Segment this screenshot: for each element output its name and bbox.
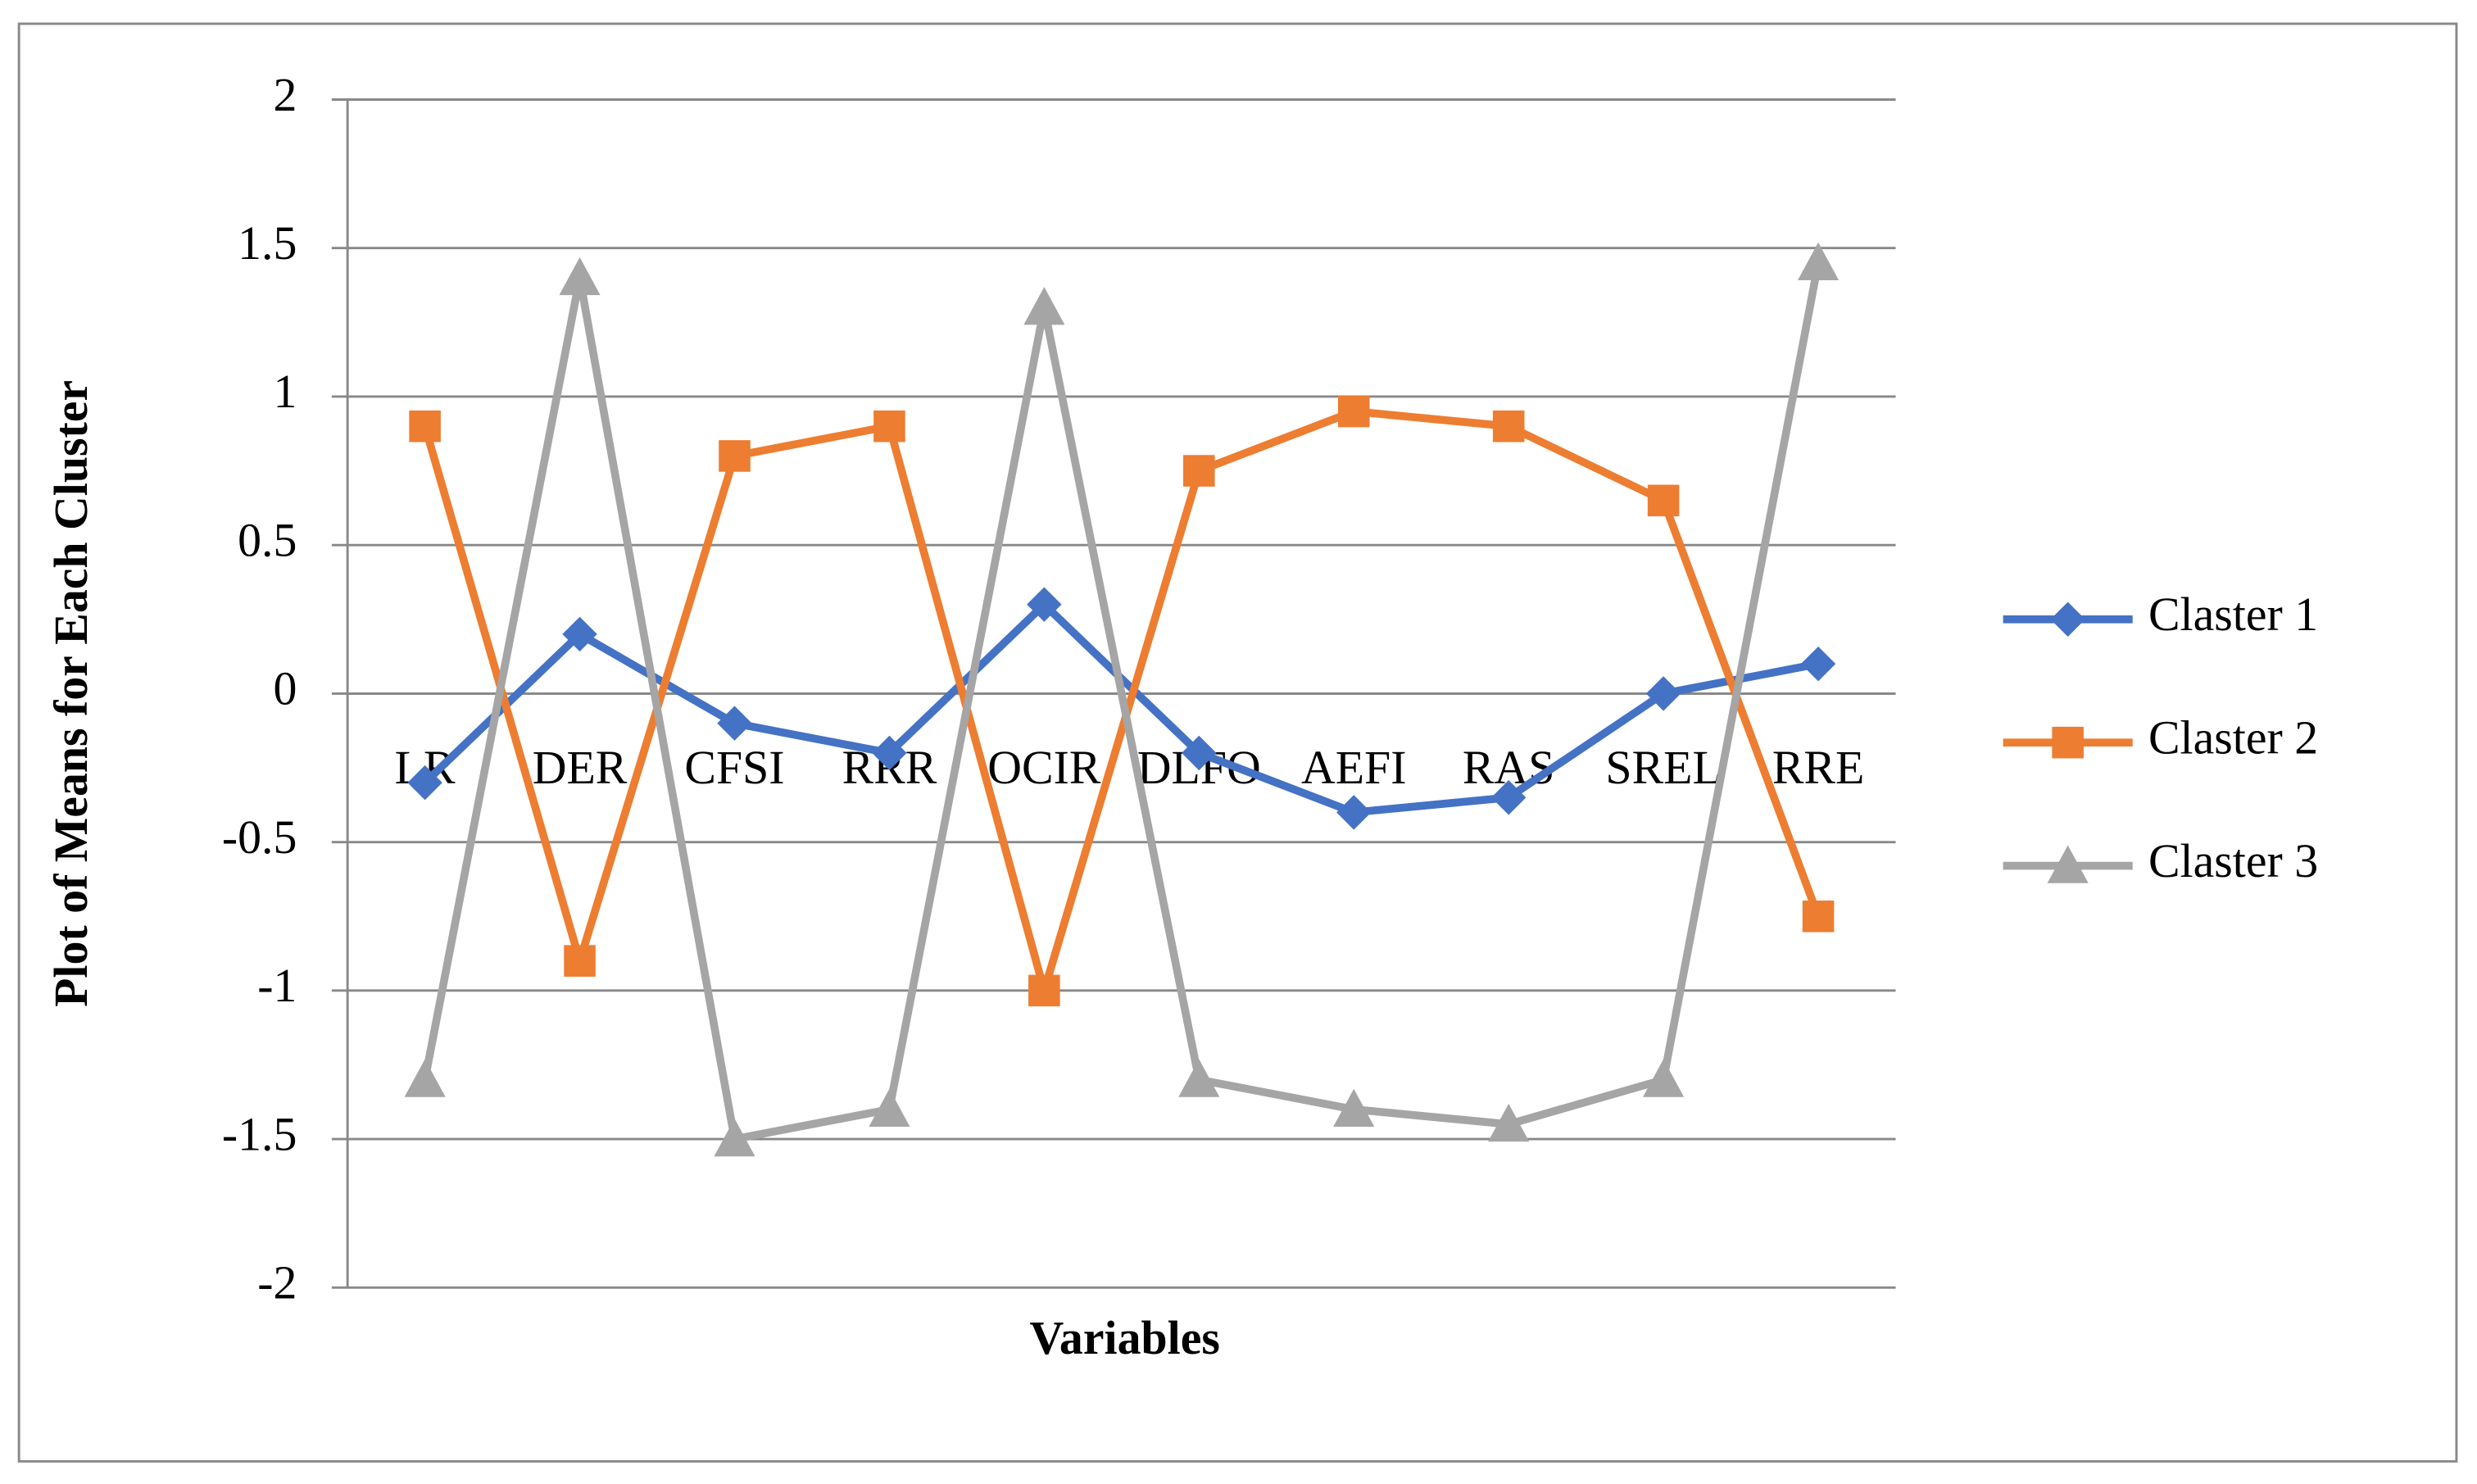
point-marker <box>872 735 907 771</box>
point-marker <box>719 440 751 472</box>
y-tick-label: 1 <box>274 365 297 418</box>
y-tick-label: -0.5 <box>222 810 297 864</box>
legend-label: Claster 2 <box>2148 710 2318 764</box>
point-marker <box>1183 455 1215 487</box>
y-tick-label: -1 <box>257 959 297 1012</box>
point-marker <box>873 410 905 442</box>
point-marker <box>1488 1103 1530 1142</box>
y-tick-label: 0.5 <box>238 513 297 566</box>
x-tick-label: SREL <box>1605 741 1721 794</box>
point-marker <box>1802 900 1835 933</box>
point-marker <box>1028 974 1060 1007</box>
x-tick-label: DER <box>533 741 628 794</box>
x-axis-title: Variables <box>1029 1311 1219 1364</box>
point-marker <box>407 765 442 801</box>
x-tick-label: OCIR <box>987 741 1101 794</box>
point-marker <box>1492 410 1525 442</box>
point-marker <box>717 706 752 741</box>
x-tick-label: AEFI <box>1301 741 1407 794</box>
point-marker <box>1643 1059 1685 1097</box>
point-marker <box>404 1059 446 1097</box>
point-marker <box>409 410 441 442</box>
point-marker <box>1647 484 1680 517</box>
y-tick-label: -1.5 <box>222 1107 297 1160</box>
x-tick-label: CFSI <box>684 741 784 794</box>
point-marker <box>1645 676 1681 711</box>
point-marker <box>1027 587 1062 622</box>
point-marker <box>562 616 597 652</box>
y-tick-label: 2 <box>274 68 297 121</box>
y-tick-label: 1.5 <box>238 216 297 270</box>
legend-label: Claster 3 <box>2148 834 2318 887</box>
y-tick-label: 0 <box>274 662 297 715</box>
x-tick-label: RRE <box>1772 741 1864 794</box>
y-axis-title: Plot of Means for Each Cluster <box>44 380 98 1007</box>
point-marker <box>564 945 596 977</box>
point-marker <box>1023 287 1065 325</box>
point-marker <box>1797 242 1840 281</box>
point-marker <box>1182 735 1217 771</box>
point-marker <box>714 1119 755 1157</box>
legend-marker <box>2047 845 2089 883</box>
legend-label: Claster 1 <box>2148 588 2318 641</box>
series-line <box>420 261 1822 1143</box>
y-tick-label: -2 <box>257 1256 297 1309</box>
point-marker <box>869 1088 910 1128</box>
point-marker <box>559 256 601 296</box>
point-marker <box>1800 646 1836 682</box>
point-marker <box>1178 1059 1220 1097</box>
point-marker <box>1490 780 1527 815</box>
point-marker <box>1333 1088 1375 1128</box>
point-marker <box>1336 795 1372 830</box>
point-marker <box>1337 395 1370 428</box>
legend-marker <box>2052 726 2084 759</box>
